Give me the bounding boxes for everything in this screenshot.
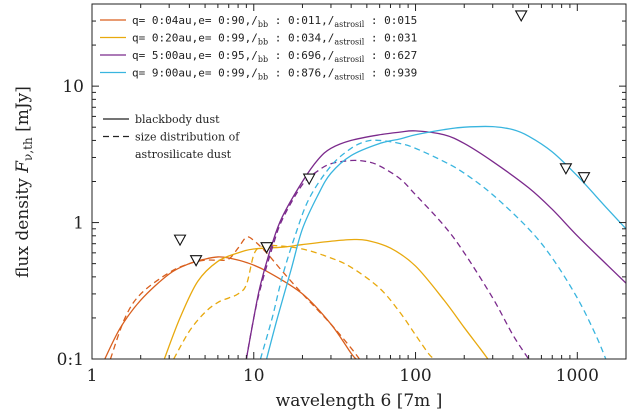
style-legend-label: astrosilicate dust — [135, 148, 232, 161]
series-2-blackbody-line — [163, 238, 489, 359]
upper-limit-marker — [577, 172, 591, 184]
data-curves — [104, 125, 626, 359]
series-legend: q= 0:04au,e= 0:90,/bb : 0:011,/astrosil … — [100, 14, 417, 82]
upper-limit-marker — [302, 173, 316, 186]
series-1-astrosilicate-line — [109, 236, 360, 359]
series-4-astrosilicate-line — [259, 139, 607, 359]
series-1-blackbody-line — [104, 256, 357, 359]
y-axis-title-symbol: F — [13, 160, 33, 174]
y-axis-title-prefix: flux density — [13, 173, 33, 278]
upper-limit-marker — [514, 10, 528, 23]
legend-entry: q= 0:04au,e= 0:90,/bb : 0:011,/astrosil … — [132, 14, 417, 29]
y-tick-labels: 0:1 1 10 — [57, 77, 84, 370]
x-axis-title: wavelength 6 [7m ] — [276, 391, 443, 411]
style-legend-label: size distribution of — [135, 131, 240, 144]
y-axis-title-unit: [mJy] — [13, 86, 33, 137]
upper-limit-markers — [173, 10, 591, 267]
series-2-astrosilicate-line — [173, 244, 435, 359]
y-axis-title-subscript: ν,th — [21, 137, 35, 161]
style-legend-label: blackbody dust — [135, 113, 220, 126]
upper-limit-marker — [559, 163, 573, 175]
y-axis-title: flux density Fν,th [mJy] — [13, 86, 35, 278]
legend-entry: q= 9:00au,e= 0:99,/bb : 0:876,/astrosil … — [132, 67, 417, 82]
x-tick-label: 1 — [87, 366, 98, 386]
series-3-astrosilicate-line — [245, 159, 530, 359]
y-tick-label: 1 — [73, 214, 84, 234]
upper-limit-marker — [189, 255, 203, 267]
series-4-blackbody-line — [265, 125, 626, 359]
legend-entry: q= 5:00au,e= 0:95,/bb : 0:696,/astrosil … — [132, 49, 417, 64]
x-tick-labels: 1 10 100 1000 — [87, 366, 599, 386]
upper-limit-marker — [173, 234, 187, 247]
x-tick-label: 100 — [399, 366, 431, 386]
series-3-blackbody-line — [245, 130, 626, 359]
x-tick-label: 10 — [243, 366, 265, 386]
line-style-legend: blackbody dust size distribution of astros… — [103, 113, 240, 161]
y-tick-label: 10 — [62, 77, 84, 97]
legend-entry: q= 0:20au,e= 0:99,/bb : 0:034,/astrosil … — [132, 32, 417, 47]
axis-ticks — [91, 3, 627, 360]
y-tick-label: 0:1 — [57, 350, 84, 370]
x-tick-label: 1000 — [556, 366, 599, 386]
upper-limit-marker — [260, 242, 274, 254]
